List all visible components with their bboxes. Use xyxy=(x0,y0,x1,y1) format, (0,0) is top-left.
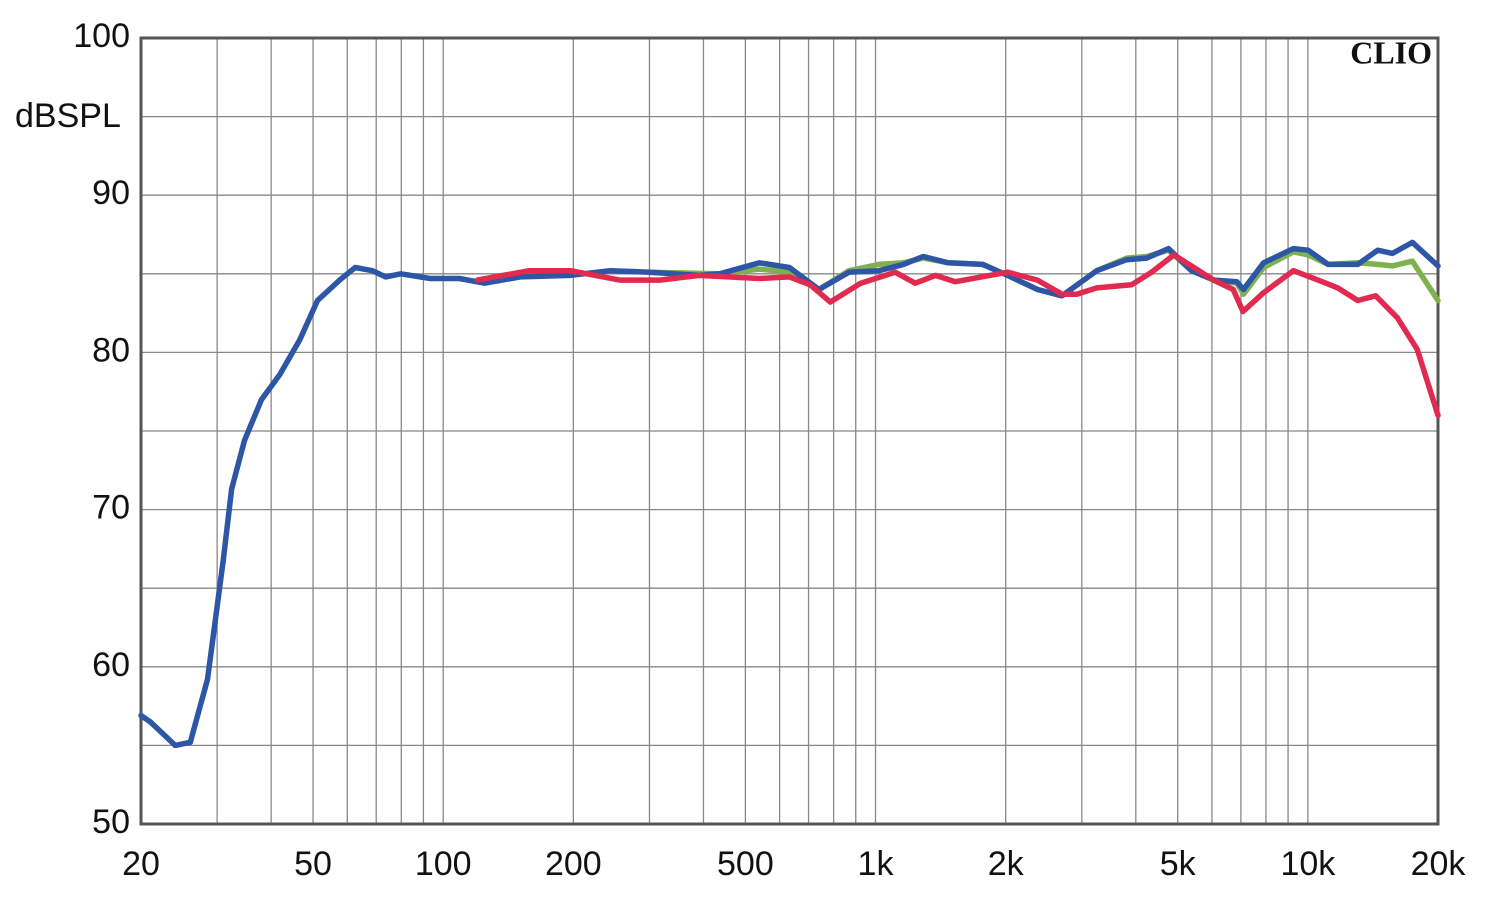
x-tick-label: 500 xyxy=(717,845,774,883)
plot-frame xyxy=(139,36,1440,826)
x-tick-label: 1k xyxy=(858,845,895,883)
x-tick-label: 100 xyxy=(415,845,472,883)
x-tick-label: 20 xyxy=(122,845,160,883)
y-axis-label: dBSPL xyxy=(15,97,121,135)
y-tick-label: 50 xyxy=(92,803,130,841)
brand-annotation: CLIO xyxy=(1350,34,1432,70)
x-tick-label: 10k xyxy=(1280,845,1336,883)
x-tick-label: 50 xyxy=(294,845,332,883)
x-tick-label: 2k xyxy=(988,845,1025,883)
y-tick-label: 90 xyxy=(92,174,130,212)
y-tick-label: 70 xyxy=(92,489,130,527)
y-tick-label: 60 xyxy=(92,646,130,684)
x-tick-label: 200 xyxy=(545,845,602,883)
y-tick-label: 80 xyxy=(92,331,130,369)
x-tick-label: 20k xyxy=(1411,845,1467,883)
x-tick-label: 5k xyxy=(1160,845,1197,883)
response-line xyxy=(138,239,1441,749)
response-line xyxy=(474,252,1441,419)
y-tick-label: 100 xyxy=(73,17,130,55)
